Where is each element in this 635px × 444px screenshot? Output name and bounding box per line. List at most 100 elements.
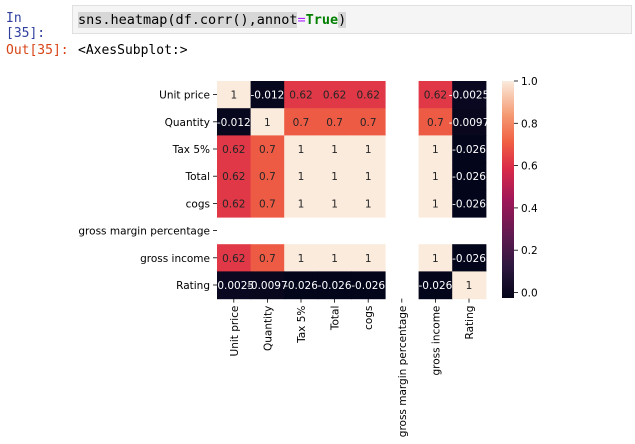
cell-annotation: 1 [365, 144, 372, 156]
cell-annotation: 0.7 [427, 117, 444, 129]
heatmap-cell [452, 244, 487, 272]
heatmap-cell [418, 81, 453, 109]
heatmap-cell [250, 189, 285, 218]
heatmap-cell [250, 108, 285, 136]
cell-annotation: 0.7 [293, 117, 310, 129]
cell-annotation: 1 [298, 253, 305, 265]
heatmap-cell [452, 162, 487, 191]
x-tick-label: Unit price [229, 306, 241, 357]
heatmap-cell [452, 271, 487, 300]
cell-annotation: 1 [331, 198, 338, 210]
heatmap-cell [317, 189, 352, 218]
cell-annotation: -0.026 [452, 253, 486, 265]
heatmap-cell [351, 81, 386, 109]
heatmap-cell [351, 162, 386, 191]
cell-annotation: 1 [298, 171, 305, 183]
heatmap-cell [217, 189, 252, 218]
cell-annotation: -0.0097 [449, 117, 490, 129]
heatmap-cell [351, 271, 386, 300]
heatmap-cell [284, 271, 319, 300]
heatmap-cell [317, 81, 352, 109]
output-text: <AxesSubplot:> [78, 43, 188, 58]
cell-annotation: -0.026 [452, 171, 486, 183]
code-suffix: ) [338, 12, 347, 28]
heatmap-cell [284, 81, 319, 109]
heatmap-cell [418, 189, 453, 218]
cell-annotation: 1 [432, 253, 439, 265]
heatmap-cell [284, 135, 319, 164]
heatmap-cell [217, 108, 252, 136]
heatmap-annotations: 1 -0.012 0.62 0.62 0.62 0.62 -0.0025-0.012 1 0.7… [214, 90, 490, 292]
y-tick-label: gross margin percentage [78, 226, 210, 238]
cell-annotation: 1 [264, 117, 271, 129]
cell-annotation: 1 [432, 144, 439, 156]
cell-annotation: 1 [331, 253, 338, 265]
code-text[interactable]: sns.heatmap(df.corr(),annot=True) [78, 12, 347, 28]
heatmap-cell [217, 244, 252, 272]
heatmap-cell [317, 271, 352, 300]
heatmap-cell [317, 244, 352, 272]
heatmap-cell [351, 244, 386, 272]
y-tick-label: Quantity [165, 117, 210, 129]
heatmap-cell [452, 81, 487, 109]
heatmap-cell [284, 108, 319, 136]
heatmap-cell [284, 162, 319, 191]
cell-annotation: 1 [365, 253, 372, 265]
code-input-area[interactable]: sns.heatmap(df.corr(),annot=True) [72, 5, 632, 34]
code-keyword: True [305, 12, 339, 28]
x-tick-label: gross income [430, 306, 442, 376]
cell-annotation: 0.62 [323, 90, 346, 102]
input-prompt: In [35]: [6, 11, 46, 41]
heatmap-cell [217, 135, 252, 164]
cell-annotation: 0.62 [222, 198, 245, 210]
heatmap-cell [250, 162, 285, 191]
cell-annotation: -0.0025 [214, 280, 255, 292]
heatmap-cell [284, 189, 319, 218]
cell-annotation: 0.7 [259, 198, 276, 210]
heatmap-cell [452, 189, 487, 218]
colorbar-tick-label: 0.0 [521, 288, 538, 300]
y-tick-label: Total [184, 171, 210, 183]
cell-annotation: 1 [365, 198, 372, 210]
colorbar: 0.0 0.2 0.4 0.6 0.8 1.0 [502, 76, 538, 300]
y-tick-labels: Unit price Quantity Tax 5% Total cogs gross m… [78, 90, 217, 292]
cell-annotation: 0.7 [259, 144, 276, 156]
heatmap-cell [317, 162, 352, 191]
heatmap-cell [351, 108, 386, 136]
heatmap-cell [418, 244, 453, 272]
heatmap-cell [217, 81, 252, 109]
x-tick-label: Total [330, 306, 342, 332]
heatmap-cell [317, 108, 352, 136]
cell-annotation: 1 [331, 144, 338, 156]
cell-annotation: -0.026 [418, 280, 452, 292]
colorbar-tick-label: 0.8 [521, 118, 538, 130]
heatmap-cell [250, 135, 285, 164]
cell-annotation: -0.012 [250, 90, 284, 102]
y-tick-label: Rating [176, 280, 210, 292]
heatmap-cell [217, 162, 252, 191]
y-tick-label: gross income [140, 253, 210, 265]
y-tick-label: cogs [186, 198, 210, 210]
colorbar-tick-label: 0.4 [521, 203, 538, 215]
heatmap-cell [351, 189, 386, 218]
y-tick-label: Unit price [159, 90, 210, 102]
cell-annotation: -0.026 [452, 198, 486, 210]
cell-annotation: 0.62 [222, 171, 245, 183]
heatmap-cell [452, 135, 487, 164]
x-tick-label: Quantity [262, 306, 274, 351]
x-tick-label: cogs [363, 306, 375, 330]
code-operator: = [297, 12, 306, 28]
heatmap-cells [217, 81, 487, 300]
cell-annotation: 1 [432, 198, 439, 210]
cell-annotation: 1 [365, 171, 372, 183]
cell-annotation: 1 [230, 90, 237, 102]
cell-annotation: -0.0097 [247, 280, 288, 292]
x-tick-label: Tax 5% [296, 306, 308, 344]
heatmap-cell [351, 135, 386, 164]
cell-annotation: 0.62 [222, 144, 245, 156]
cell-annotation: -0.026 [351, 280, 385, 292]
cell-annotation: 0.62 [289, 90, 312, 102]
y-tick-label: Tax 5% [172, 144, 210, 156]
cell-annotation: 0.62 [222, 253, 245, 265]
cell-annotation: -0.026 [452, 144, 486, 156]
